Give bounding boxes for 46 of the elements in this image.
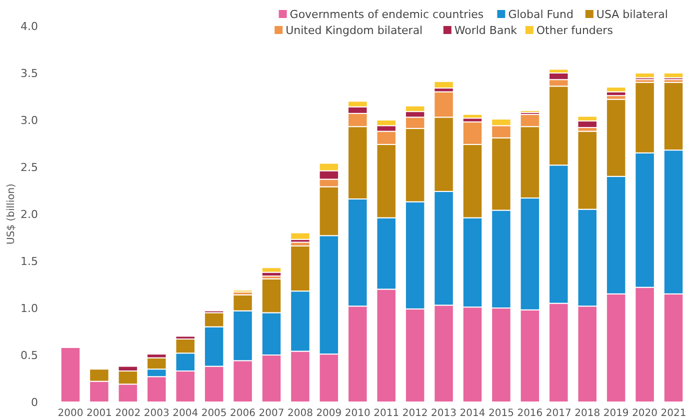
x-tick-label: 2021 [660, 408, 686, 419]
x-tick-label: 2019 [603, 408, 629, 419]
y-tick-label: 3.5 [20, 66, 38, 80]
x-tick-label: 2002 [115, 408, 141, 419]
x-tick-label: 2007 [258, 408, 284, 419]
legend-label: World Bank [454, 24, 518, 37]
legend-label: USA bilateral [596, 8, 668, 21]
x-tick-label: 2015 [488, 408, 514, 419]
bar [663, 72, 684, 78]
x-tick-label: 2005 [201, 408, 227, 419]
y-tick-label: 0.5 [20, 348, 38, 362]
y-tick-label: 2.5 [20, 160, 38, 174]
x-tick-label: 2012 [402, 408, 428, 419]
y-tick-label: 4.0 [20, 20, 38, 33]
x-tick-label: 2000 [58, 408, 84, 419]
y-tick-label: 0 [31, 396, 38, 409]
x-tick-label: 2014 [460, 408, 486, 419]
x-tick-label: 2011 [374, 408, 400, 419]
y-tick-label: 3.0 [20, 114, 38, 127]
legend-label: Global Fund [508, 8, 574, 21]
x-tick-label: 2017 [546, 408, 572, 419]
bar [634, 72, 655, 78]
x-tick-label: 2013 [431, 408, 457, 419]
x-tick-label: 2003 [144, 408, 170, 419]
legend-label: Other funders [536, 24, 614, 37]
y-tick-label: 2.0 [20, 208, 38, 221]
bar [261, 267, 282, 273]
bar [462, 114, 483, 119]
x-tick-label: 2008 [287, 408, 313, 419]
y-tick-label: 1.0 [20, 302, 38, 315]
x-tick-label: 2016 [517, 408, 543, 419]
bar [60, 346, 81, 402]
x-tick-label: 2001 [86, 408, 112, 419]
legend-label: Governments of endemic countries [290, 8, 484, 21]
x-tick-label: 2020 [632, 408, 658, 419]
x-tick-label: 2018 [574, 408, 600, 419]
x-tick-label: 2006 [230, 408, 256, 419]
bar [290, 232, 310, 240]
x-tick-label: 2010 [344, 408, 370, 419]
legend-label: United Kingdom bilateral [286, 24, 423, 37]
bar [606, 86, 626, 92]
x-tick-label: 2009 [316, 408, 342, 419]
y-axis-title: US$ (billion) [6, 183, 17, 244]
y-tick-label: 1.5 [20, 254, 38, 268]
x-tick-label: 2004 [172, 408, 198, 419]
bar [434, 80, 454, 89]
